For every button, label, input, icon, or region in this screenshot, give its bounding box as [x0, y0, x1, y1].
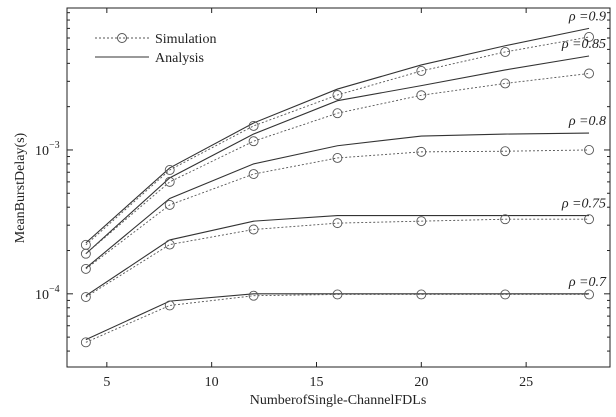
y-tick-exponent: −3 [49, 140, 60, 151]
simulation-marker [416, 66, 427, 76]
simulation-marker [248, 290, 259, 301]
simulation-marker [164, 176, 175, 187]
plot-frame [66, 7, 611, 368]
simulation-line [85, 294, 590, 343]
curve-label: ρ =0.9 [568, 9, 606, 24]
simulation-marker [500, 289, 511, 300]
simulation-marker [164, 300, 175, 311]
simulation-marker [584, 32, 594, 42]
simulation-marker [164, 239, 175, 250]
simulation-line [85, 218, 590, 298]
x-axis-label: NumberofSingle-ChannelFDLs [250, 393, 427, 408]
simulation-line [85, 73, 590, 255]
simulation-marker [332, 152, 343, 163]
y-tick-label: 10−4 [35, 284, 60, 303]
curve-label: ρ =0.85 [561, 37, 606, 52]
simulation-marker [80, 292, 91, 302]
legend-label: Analysis [155, 51, 204, 66]
x-tick-label: 15 [309, 375, 323, 390]
analysis-line [85, 27, 590, 244]
simulation-marker [332, 218, 343, 229]
y-tick-base: 10 [35, 288, 49, 303]
simulation-marker [500, 47, 511, 57]
x-tick-label: 10 [205, 375, 219, 390]
simulation-marker [80, 263, 91, 274]
simulation-marker [416, 90, 427, 101]
simulation-marker [500, 78, 511, 89]
legend-label: Simulation [155, 32, 216, 47]
curve-label: ρ =0.7 [568, 275, 607, 290]
simulation-marker [332, 289, 343, 300]
y-tick-base: 10 [35, 144, 49, 159]
analysis-line [85, 132, 590, 269]
curve-label: ρ =0.8 [568, 114, 606, 129]
simulation-marker [584, 68, 594, 79]
simulation-marker [248, 169, 259, 180]
x-tick-label: 20 [414, 375, 428, 390]
simulation-marker [416, 216, 427, 227]
simulation-marker [80, 337, 91, 348]
y-tick-exponent: −4 [49, 284, 60, 295]
y-tick-label: 10−3 [35, 140, 60, 159]
simulation-marker [332, 90, 343, 100]
legend-marker [117, 33, 127, 43]
simulation-marker [584, 289, 594, 300]
simulation-marker [500, 146, 511, 157]
simulation-marker [584, 145, 594, 155]
analysis-line [85, 293, 590, 341]
simulation-marker [248, 224, 259, 235]
simulation-line [85, 149, 590, 270]
simulation-marker [500, 214, 511, 225]
y-axis-label: MeanBurstDelay(s) [13, 132, 28, 243]
simulation-marker [332, 108, 343, 119]
simulation-marker [584, 214, 594, 225]
simulation-line [85, 36, 590, 246]
analysis-line [85, 55, 590, 255]
simulation-marker [164, 199, 175, 210]
simulation-marker [248, 136, 259, 147]
simulation-marker [416, 289, 427, 300]
simulation-marker [80, 248, 91, 259]
simulation-marker [248, 120, 259, 131]
curve-label: ρ =0.75 [561, 197, 606, 212]
x-tick-label: 25 [519, 375, 533, 390]
simulation-marker [416, 146, 427, 157]
x-tick-label: 5 [103, 375, 110, 390]
simulation-marker [164, 165, 175, 175]
